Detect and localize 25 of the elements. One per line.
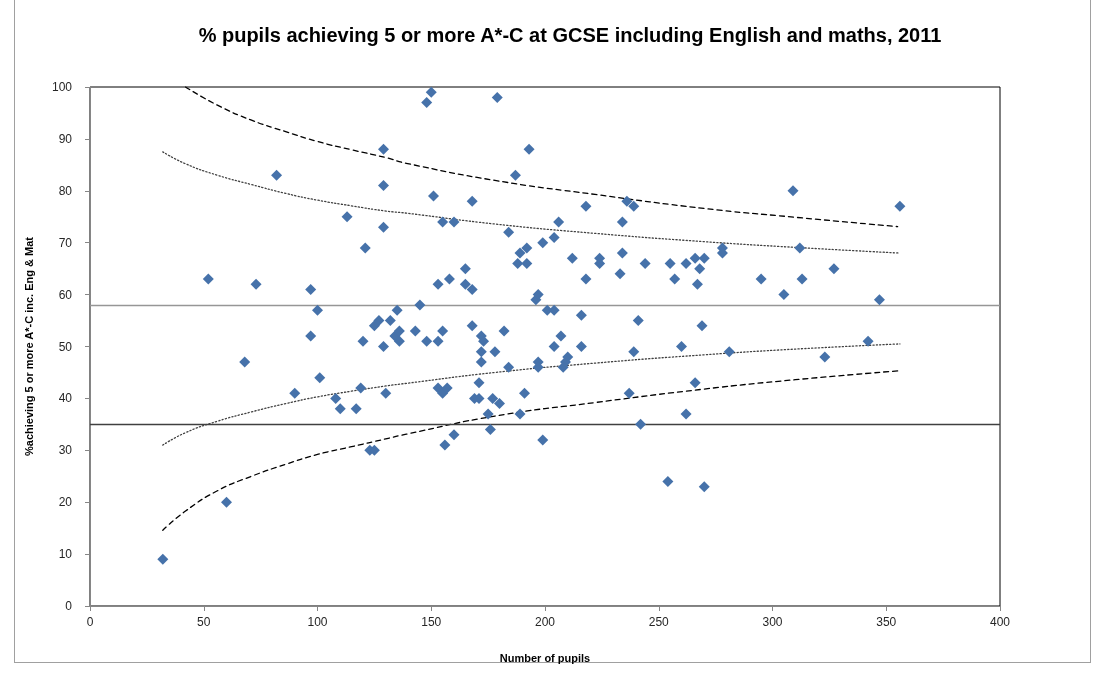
line-series — [162, 370, 899, 531]
y-tick-label: 60 — [58, 287, 73, 302]
x-tick-label: 50 — [197, 615, 211, 629]
y-tick-label: 90 — [58, 131, 73, 146]
x-tick-label: 0 — [86, 615, 94, 629]
x-tick-label: 150 — [421, 615, 442, 629]
x-tick-label: 350 — [876, 615, 897, 629]
x-tick-label: 250 — [648, 615, 670, 629]
x-tick-label: 200 — [534, 615, 556, 629]
y-tick-label: 80 — [58, 183, 73, 198]
line-series — [162, 151, 901, 254]
y-tick-label: 20 — [58, 495, 73, 510]
x-tick-label: 400 — [989, 615, 1011, 629]
x-tick-label: 300 — [762, 615, 783, 629]
y-tick-label: 10 — [58, 547, 73, 562]
x-tick-label: 100 — [307, 615, 328, 629]
y-tick-label: 50 — [58, 339, 73, 354]
y-tick-label: 40 — [58, 391, 73, 406]
y-tick-label: 30 — [58, 443, 73, 458]
y-tick-label: 70 — [58, 235, 73, 250]
y-tick-label: 0 — [65, 599, 73, 613]
y-axis-title: %achieving 5 or more A*-C inc. Eng & Mat — [22, 236, 35, 457]
y-tick-label: 100 — [51, 80, 73, 94]
x-axis-title: Number of pupils — [499, 651, 591, 664]
chart-title: % pupils achieving 5 or more A*-C at GCSE including English and maths, 2011 — [198, 24, 942, 46]
